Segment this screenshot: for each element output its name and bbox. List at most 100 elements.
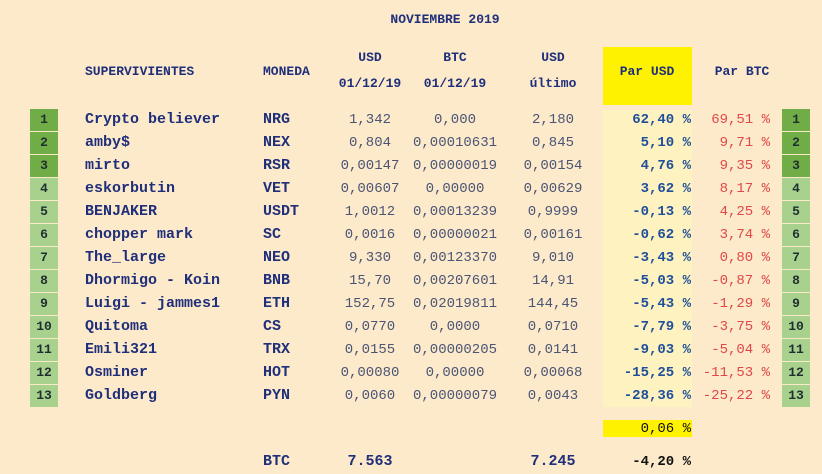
rank: 2 bbox=[792, 135, 800, 150]
coin: SC bbox=[263, 226, 282, 243]
par-btc: 4,25 % bbox=[719, 204, 770, 220]
rank-cell bbox=[30, 201, 58, 223]
par-btc: 9,71 % bbox=[719, 135, 770, 151]
rank: 4 bbox=[40, 181, 48, 196]
rank: 6 bbox=[792, 227, 800, 242]
usd-last: 0,00068 bbox=[523, 365, 583, 381]
par-btc: -0,87 % bbox=[711, 273, 770, 289]
btc-start: 0,00000021 bbox=[412, 227, 497, 243]
usd-start: 9,330 bbox=[348, 250, 391, 266]
rank-cell bbox=[30, 155, 58, 177]
rank: 5 bbox=[40, 204, 48, 219]
header: 01/12/19 bbox=[338, 76, 402, 91]
rank: 9 bbox=[792, 296, 800, 311]
rank: 9 bbox=[40, 296, 48, 311]
total-par-usd: 0,06 % bbox=[640, 421, 691, 437]
rank-cell bbox=[30, 109, 58, 131]
rank-cell bbox=[782, 155, 810, 177]
par-btc: -3,75 % bbox=[711, 319, 770, 335]
coin: TRX bbox=[263, 341, 291, 358]
usd-last: 0,0141 bbox=[527, 342, 579, 358]
rank: 6 bbox=[40, 227, 48, 242]
participant-name: BENJAKER bbox=[85, 203, 158, 220]
header-highlight bbox=[603, 47, 692, 105]
header: MONEDA bbox=[263, 64, 310, 79]
rank-cell bbox=[782, 109, 810, 131]
rank-cell bbox=[30, 362, 58, 384]
rank-cell bbox=[782, 293, 810, 315]
rank-cell bbox=[782, 270, 810, 292]
rank: 10 bbox=[788, 319, 804, 334]
rank-cell bbox=[782, 178, 810, 200]
usd-last: 0,0043 bbox=[527, 388, 579, 404]
par-usd: -28,36 % bbox=[623, 388, 691, 404]
par-btc: 3,74 % bbox=[719, 227, 770, 243]
participant-name: chopper mark bbox=[85, 226, 194, 243]
rank: 13 bbox=[36, 388, 52, 403]
usd-start: 0,0155 bbox=[344, 342, 396, 358]
usd-last: 144,45 bbox=[527, 296, 579, 312]
btc-start: 0,00010631 bbox=[412, 135, 497, 151]
rank-cell bbox=[782, 132, 810, 154]
coin: NEO bbox=[263, 249, 291, 266]
footer-usd: 7.563 bbox=[347, 453, 393, 470]
par-btc: -25,22 % bbox=[702, 388, 770, 404]
rank: 7 bbox=[40, 250, 48, 265]
par-usd: -0,13 % bbox=[632, 204, 691, 220]
par-usd: -5,03 % bbox=[632, 273, 691, 289]
par-usd: -15,25 % bbox=[623, 365, 691, 381]
rank-cell bbox=[30, 247, 58, 269]
usd-start: 0,00607 bbox=[340, 181, 400, 197]
rank-cell bbox=[782, 224, 810, 246]
page-title: NOVIEMBRE 2019 bbox=[390, 12, 500, 27]
par-usd: -9,03 % bbox=[632, 342, 691, 358]
participant-name: Osminer bbox=[85, 364, 149, 381]
usd-start: 0,0016 bbox=[344, 227, 396, 243]
par-btc: -5,04 % bbox=[711, 342, 770, 358]
rank: 12 bbox=[36, 365, 52, 380]
rank: 8 bbox=[40, 273, 48, 288]
coin: CS bbox=[263, 318, 282, 335]
btc-start: 0,00123370 bbox=[412, 250, 497, 266]
rank-cell bbox=[30, 293, 58, 315]
btc-start: 0,00000205 bbox=[412, 342, 497, 358]
participant-name: eskorbutin bbox=[85, 180, 176, 197]
coin: RSR bbox=[263, 157, 291, 174]
rank-cell bbox=[782, 201, 810, 223]
par-btc: 0,80 % bbox=[719, 250, 770, 266]
header: Par BTC bbox=[714, 64, 770, 79]
par-btc: 69,51 % bbox=[711, 112, 770, 128]
usd-start: 0,00147 bbox=[340, 158, 400, 174]
coin: VET bbox=[263, 180, 291, 197]
rank: 10 bbox=[36, 319, 52, 334]
participant-name: Dhormigo - Koin bbox=[85, 272, 221, 289]
usd-last: 0,9999 bbox=[527, 204, 579, 220]
rank: 13 bbox=[788, 388, 804, 403]
usd-last: 14,91 bbox=[531, 273, 574, 289]
usd-start: 0,0060 bbox=[344, 388, 396, 404]
rank: 5 bbox=[792, 204, 800, 219]
participant-name: Luigi - jammes1 bbox=[85, 295, 221, 312]
header: 01/12/19 bbox=[423, 76, 487, 91]
rank: 11 bbox=[36, 342, 52, 357]
rank-cell bbox=[782, 362, 810, 384]
usd-start: 15,70 bbox=[348, 273, 391, 289]
header: SUPERVIVIENTES bbox=[85, 64, 195, 79]
rank-cell bbox=[30, 316, 58, 338]
par-usd: 62,40 % bbox=[632, 112, 691, 128]
footer-par-usd: -4,20 % bbox=[632, 454, 691, 470]
participant-name: Emili321 bbox=[85, 341, 158, 358]
coin: USDT bbox=[263, 203, 300, 220]
par-usd: -7,79 % bbox=[632, 319, 691, 335]
par-btc: 9,35 % bbox=[719, 158, 770, 174]
usd-last: 0,0710 bbox=[527, 319, 579, 335]
participant-name: Goldberg bbox=[85, 387, 158, 404]
coin: ETH bbox=[263, 295, 291, 312]
rank: 3 bbox=[40, 158, 48, 173]
rank: 11 bbox=[788, 342, 804, 357]
par-usd: -3,43 % bbox=[632, 250, 691, 266]
usd-start: 152,75 bbox=[344, 296, 396, 312]
participant-name: mirto bbox=[85, 157, 131, 174]
rank-cell bbox=[30, 132, 58, 154]
